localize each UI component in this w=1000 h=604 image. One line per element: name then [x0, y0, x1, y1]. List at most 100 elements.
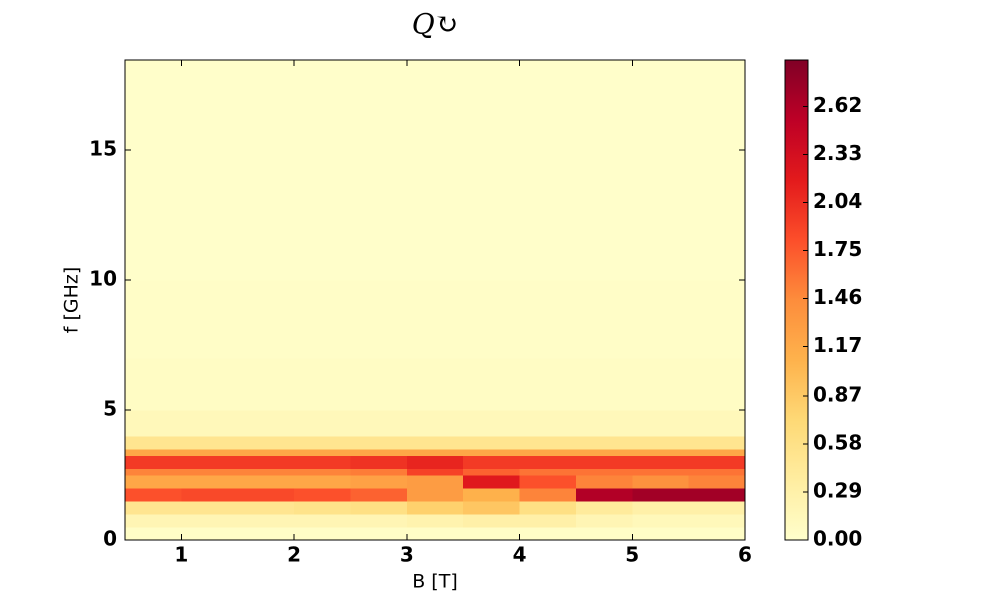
- heatmap-cell: [463, 500, 521, 515]
- colorbar-tick-label: 2.62: [813, 93, 862, 117]
- heatmap-cell: [125, 526, 182, 541]
- heatmap-cell: [237, 448, 295, 456]
- x-tick-label: 3: [400, 543, 414, 567]
- heatmap-cell: [406, 448, 464, 456]
- heatmap-cell: [463, 468, 521, 476]
- heatmap-cell: [237, 409, 295, 437]
- heatmap-cell: [237, 279, 295, 359]
- heatmap-cell: [632, 526, 690, 541]
- heatmap-cell: [632, 279, 690, 359]
- heatmap-cell: [575, 513, 633, 528]
- heatmap-cell: [406, 468, 464, 476]
- heatmap-cell: [125, 468, 182, 476]
- heatmap-cell: [575, 455, 633, 469]
- heatmap-cell: [294, 409, 351, 437]
- heatmap-cell: [125, 513, 182, 528]
- heatmap-cell: [181, 468, 239, 476]
- heatmap-cell: [575, 448, 633, 456]
- heatmap-cell: [125, 435, 182, 450]
- heatmap-cell: [688, 60, 746, 281]
- heatmap-cell: [125, 357, 182, 411]
- x-tick-label: 4: [513, 543, 527, 567]
- heatmap-cell: [237, 513, 295, 528]
- heatmap-cell: [350, 513, 408, 528]
- heatmap-cell: [294, 468, 351, 476]
- heatmap-cell: [406, 455, 464, 469]
- heatmap-cell: [632, 487, 690, 502]
- heatmap-cell: [294, 513, 351, 528]
- heatmap-cell: [350, 526, 408, 541]
- heatmap-cell: [350, 448, 408, 456]
- heatmap-cell: [463, 455, 521, 469]
- plot-frame: [124, 59, 746, 541]
- heatmap-cell: [632, 60, 690, 281]
- heatmap-cell: [294, 526, 351, 541]
- colorbar-tick-label: 1.17: [813, 333, 862, 357]
- heatmap-cell: [463, 448, 521, 456]
- heatmap-cell: [688, 448, 746, 456]
- heatmap-cell: [181, 513, 239, 528]
- y-tick-label: 10: [89, 266, 117, 290]
- y-axis-label: f [GHz]: [61, 267, 83, 334]
- heatmap-cell: [688, 468, 746, 476]
- heatmap-cell: [575, 279, 633, 359]
- colorbar-tick-label: 0.87: [813, 383, 862, 407]
- heatmap-cell: [463, 60, 521, 281]
- heatmap-cell: [463, 487, 521, 502]
- heatmap-cell: [575, 474, 633, 489]
- heatmap-cell: [237, 357, 295, 411]
- heatmap-cell: [688, 435, 746, 450]
- heatmap-cell: [125, 279, 182, 359]
- colorbar-tick-label: 0.29: [813, 479, 862, 503]
- heatmap-cell: [350, 487, 408, 502]
- heatmap-cell: [125, 487, 182, 502]
- heatmap-cell: [237, 468, 295, 476]
- heatmap-cell: [350, 500, 408, 515]
- heatmap-cell: [519, 60, 577, 281]
- heatmap-cell: [575, 526, 633, 541]
- heatmap-cell: [125, 448, 182, 456]
- heatmap-cell: [406, 279, 464, 359]
- heatmap-cell: [350, 357, 408, 411]
- heatmap-cell: [575, 500, 633, 515]
- heatmap-cell: [632, 357, 690, 411]
- heatmap-cell: [632, 448, 690, 456]
- heatmap-cell: [519, 526, 577, 541]
- heatmap-cell: [294, 279, 351, 359]
- heatmap-cell: [632, 468, 690, 476]
- heatmap-cell: [575, 409, 633, 437]
- heatmap-cell: [294, 500, 351, 515]
- heatmap-cell: [463, 357, 521, 411]
- heatmap-cell: [350, 435, 408, 450]
- heatmap-cell: [406, 474, 464, 489]
- heatmap-cell: [688, 279, 746, 359]
- heatmap-cell: [294, 474, 351, 489]
- heatmap-cell: [350, 455, 408, 469]
- y-tick-label: 5: [103, 396, 117, 420]
- heatmap-cell: [237, 455, 295, 469]
- colorbar-tick-label: 0.00: [813, 527, 862, 551]
- heatmap-cell: [294, 357, 351, 411]
- heatmap-cell: [519, 409, 577, 437]
- heatmap-cell: [406, 487, 464, 502]
- heatmap-cell: [519, 435, 577, 450]
- heatmap-cell: [632, 513, 690, 528]
- heatmap-cell: [181, 487, 239, 502]
- heatmap-cell: [350, 409, 408, 437]
- heatmap-cell: [463, 409, 521, 437]
- heatmap-cell: [688, 474, 746, 489]
- heatmap-cell: [575, 468, 633, 476]
- chart-title: Q↻: [412, 8, 458, 41]
- heatmap-cell: [350, 60, 408, 281]
- heatmap-cell: [519, 279, 577, 359]
- heatmap-cell: [294, 60, 351, 281]
- heatmap-cell: [688, 500, 746, 515]
- heatmap-cell: [632, 500, 690, 515]
- heatmap-cell: [406, 60, 464, 281]
- heatmap-cell: [406, 526, 464, 541]
- heatmap-cell: [406, 500, 464, 515]
- heatmap-cell: [181, 526, 239, 541]
- heatmap-cell: [350, 279, 408, 359]
- heatmap-cell: [688, 487, 746, 502]
